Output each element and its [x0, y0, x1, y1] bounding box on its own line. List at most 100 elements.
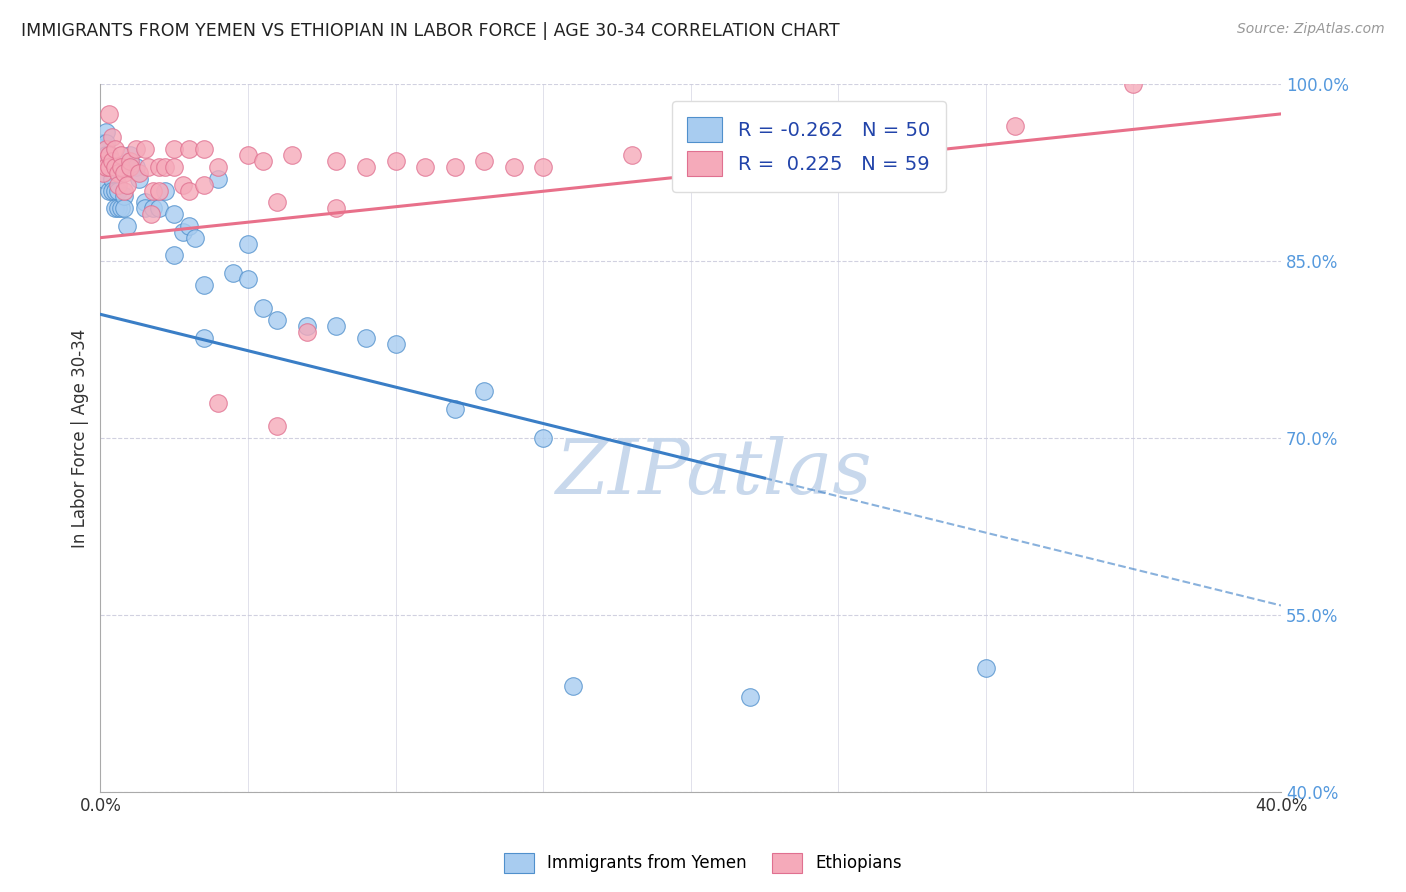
Point [134, 195, 156, 210]
Point [148, 201, 170, 215]
Point [101, 184, 124, 198]
Point [193, 331, 215, 345]
Point [134, 142, 156, 156]
Point [118, 154, 141, 169]
Point [266, 419, 288, 434]
Point [797, 148, 820, 162]
Point [115, 219, 138, 233]
Point [502, 160, 524, 174]
Point [193, 178, 215, 192]
Point [96, 148, 118, 162]
Point [155, 184, 177, 198]
Point [207, 395, 229, 409]
Point [101, 171, 124, 186]
Point [142, 201, 165, 215]
Point [295, 325, 318, 339]
Point [98, 160, 121, 174]
Point [679, 142, 702, 156]
Point [974, 661, 997, 675]
Point [207, 171, 229, 186]
Point [107, 201, 129, 215]
Point [107, 166, 129, 180]
Point [561, 679, 583, 693]
Point [110, 201, 132, 215]
Point [222, 266, 245, 280]
Point [112, 166, 135, 180]
Point [125, 160, 148, 174]
Point [184, 230, 207, 244]
Point [98, 148, 121, 162]
Point [115, 178, 138, 192]
Point [148, 160, 170, 174]
Point [236, 236, 259, 251]
Point [134, 201, 156, 215]
Text: IMMIGRANTS FROM YEMEN VS ETHIOPIAN IN LABOR FORCE | AGE 30-34 CORRELATION CHART: IMMIGRANTS FROM YEMEN VS ETHIOPIAN IN LA… [21, 22, 839, 40]
Point [104, 142, 127, 156]
Point [281, 148, 304, 162]
Point [98, 160, 121, 174]
Point [738, 690, 761, 705]
Point [384, 336, 406, 351]
Point [325, 201, 347, 215]
Point [738, 130, 761, 145]
Point [107, 184, 129, 198]
Point [207, 160, 229, 174]
Point [295, 319, 318, 334]
Point [177, 142, 200, 156]
Point [163, 248, 186, 262]
Point [112, 184, 135, 198]
Point [236, 272, 259, 286]
Point [96, 136, 118, 151]
Point [98, 148, 121, 162]
Text: ZIPatlas: ZIPatlas [555, 436, 873, 510]
Point [98, 107, 121, 121]
Point [620, 148, 643, 162]
Legend: Immigrants from Yemen, Ethiopians: Immigrants from Yemen, Ethiopians [498, 847, 908, 880]
Point [236, 148, 259, 162]
Point [252, 301, 274, 316]
Point [472, 384, 495, 398]
Point [139, 207, 162, 221]
Point [91, 136, 114, 151]
Point [177, 184, 200, 198]
Point [1004, 119, 1026, 133]
Point [472, 154, 495, 169]
Point [193, 277, 215, 292]
Point [101, 154, 124, 169]
Point [354, 331, 377, 345]
Point [172, 225, 194, 239]
Point [128, 171, 150, 186]
Point [136, 160, 159, 174]
Point [118, 148, 141, 162]
Point [193, 142, 215, 156]
Point [155, 160, 177, 174]
Point [163, 142, 186, 156]
Point [384, 154, 406, 169]
Point [163, 160, 186, 174]
Point [91, 171, 114, 186]
Point [177, 219, 200, 233]
Point [107, 178, 129, 192]
Y-axis label: In Labor Force | Age 30-34: In Labor Force | Age 30-34 [72, 328, 89, 548]
Point [112, 201, 135, 215]
Point [110, 160, 132, 174]
Point [163, 207, 186, 221]
Point [266, 313, 288, 327]
Point [172, 178, 194, 192]
Point [252, 154, 274, 169]
Point [125, 142, 148, 156]
Point [1122, 78, 1144, 92]
Point [104, 160, 127, 174]
Point [266, 195, 288, 210]
Point [98, 184, 121, 198]
Point [110, 148, 132, 162]
Point [104, 201, 127, 215]
Point [325, 154, 347, 169]
Legend: R = -0.262   N = 50, R =  0.225   N = 59: R = -0.262 N = 50, R = 0.225 N = 59 [672, 101, 946, 192]
Text: Source: ZipAtlas.com: Source: ZipAtlas.com [1237, 22, 1385, 37]
Point [96, 142, 118, 156]
Point [118, 160, 141, 174]
Point [325, 319, 347, 334]
Point [443, 401, 465, 416]
Point [142, 184, 165, 198]
